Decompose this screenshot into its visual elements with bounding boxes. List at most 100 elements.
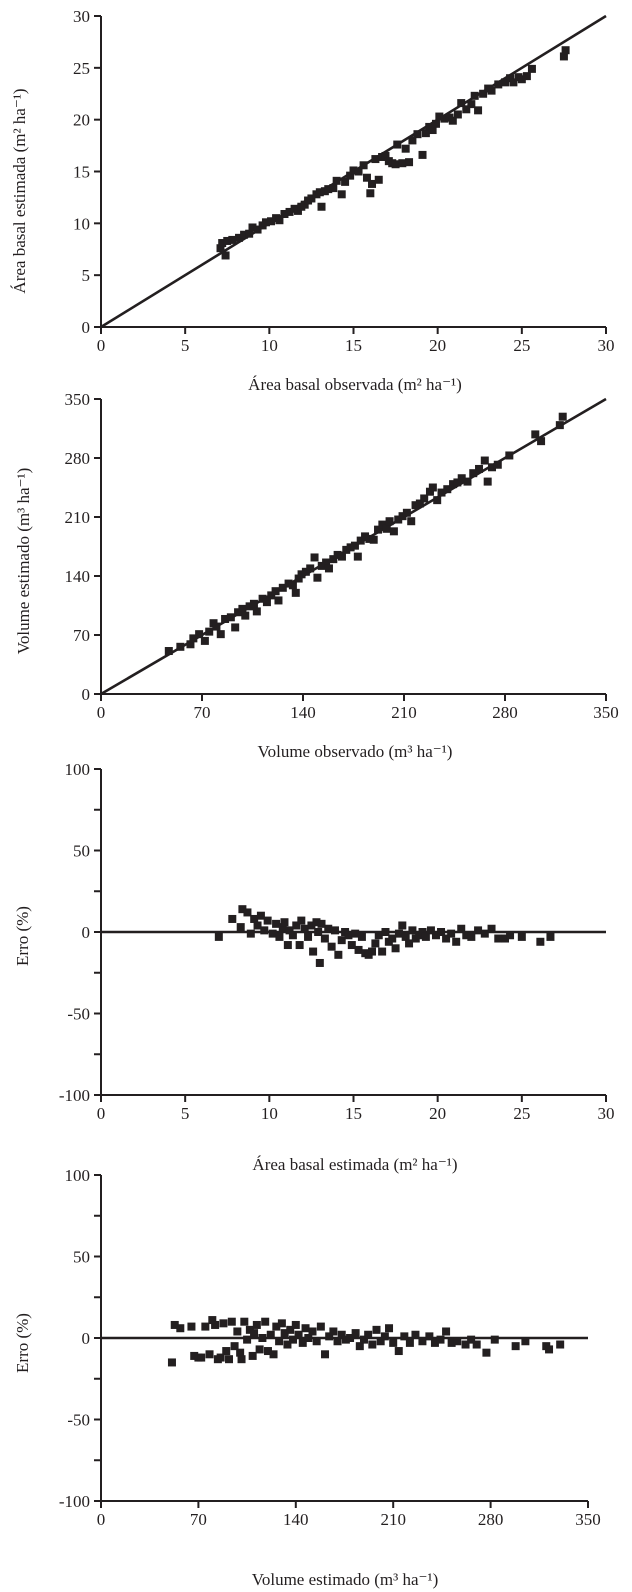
data-point <box>371 155 380 164</box>
data-point <box>405 939 414 948</box>
data-point <box>256 911 265 920</box>
data-point <box>475 464 484 473</box>
data-point <box>487 86 496 95</box>
data-point <box>289 1335 298 1344</box>
data-point <box>312 918 321 927</box>
data-point <box>407 517 416 526</box>
y-tick-label: 0 <box>82 318 91 337</box>
data-point <box>205 1350 214 1359</box>
data-point <box>243 908 252 917</box>
x-tick-label: 10 <box>261 336 278 355</box>
x-tick-label: 30 <box>598 336 615 355</box>
data-point <box>214 932 223 941</box>
data-point <box>405 158 414 167</box>
data-point <box>231 623 240 632</box>
data-point <box>402 508 411 517</box>
data-point <box>284 579 293 588</box>
data-point <box>346 1334 355 1342</box>
data-point <box>447 1338 456 1347</box>
y-tick-label: 10 <box>73 214 90 233</box>
data-point <box>274 596 283 605</box>
data-point <box>537 437 546 446</box>
data-point <box>463 477 472 486</box>
data-point <box>280 210 289 219</box>
data-point <box>368 1340 377 1349</box>
data-point <box>391 944 400 953</box>
data-point <box>248 223 257 232</box>
data-point <box>309 947 318 956</box>
data-point <box>428 483 437 492</box>
data-point <box>347 941 356 950</box>
data-point <box>350 541 359 550</box>
data-point <box>467 1335 476 1344</box>
data-point <box>353 552 362 561</box>
data-point <box>453 478 462 487</box>
data-point <box>391 160 400 169</box>
y-tick-label: 100 <box>65 1166 91 1185</box>
data-point <box>408 136 417 145</box>
data-point <box>337 552 346 561</box>
data-point <box>313 573 322 582</box>
x-tick-label: 0 <box>97 1104 106 1123</box>
data-point <box>278 923 287 932</box>
data-point <box>433 496 442 505</box>
data-point <box>236 923 245 932</box>
y-tick-label: 0 <box>82 923 91 942</box>
data-point <box>246 929 255 938</box>
data-point <box>420 494 429 503</box>
data-point <box>250 1329 259 1338</box>
data-point <box>462 931 471 940</box>
data-point <box>488 463 497 472</box>
data-point <box>260 926 269 935</box>
y-axis-title: Volume estimado (m³ ha⁻¹) <box>14 468 33 654</box>
x-tick-label: 25 <box>513 336 530 355</box>
data-point <box>388 934 397 943</box>
x-tick-label: 30 <box>598 1104 615 1123</box>
data-point <box>301 1324 310 1333</box>
data-point <box>418 1337 427 1346</box>
y-tick-label: -100 <box>59 1086 90 1105</box>
data-point <box>329 555 338 564</box>
data-point <box>413 130 422 139</box>
y-tick-label: 20 <box>73 111 90 130</box>
y-tick-label: 0 <box>82 1329 91 1348</box>
data-point <box>505 451 514 460</box>
data-point <box>398 512 407 521</box>
data-point <box>355 1342 364 1351</box>
data-point <box>195 630 204 639</box>
data-point <box>272 1322 281 1331</box>
x-tick-label: 5 <box>181 1104 190 1123</box>
data-point <box>285 207 294 216</box>
data-point <box>333 550 342 559</box>
data-point <box>398 921 407 930</box>
data-point <box>322 558 331 567</box>
data-point <box>359 161 368 170</box>
data-point <box>493 460 502 469</box>
data-point <box>238 604 247 613</box>
data-point <box>286 1325 295 1334</box>
data-point <box>337 1330 346 1339</box>
data-point <box>435 112 444 121</box>
y-tick-label: 50 <box>73 842 90 861</box>
data-point <box>425 1332 434 1341</box>
data-point <box>258 1334 267 1342</box>
data-point <box>333 1337 342 1346</box>
data-point <box>170 1320 179 1329</box>
data-point <box>269 1350 278 1359</box>
data-point <box>283 1340 292 1349</box>
data-point <box>431 119 440 128</box>
data-point <box>437 928 446 936</box>
data-point <box>385 1324 394 1333</box>
data-point <box>362 173 371 182</box>
data-point <box>227 1317 236 1326</box>
data-point <box>400 1332 409 1341</box>
data-point <box>230 1342 239 1351</box>
data-point <box>334 950 343 959</box>
data-point <box>337 936 346 945</box>
data-point <box>275 1337 284 1346</box>
y-tick-label: 50 <box>73 1248 90 1267</box>
data-point <box>263 916 272 925</box>
data-point <box>517 932 526 941</box>
data-point <box>389 527 398 536</box>
